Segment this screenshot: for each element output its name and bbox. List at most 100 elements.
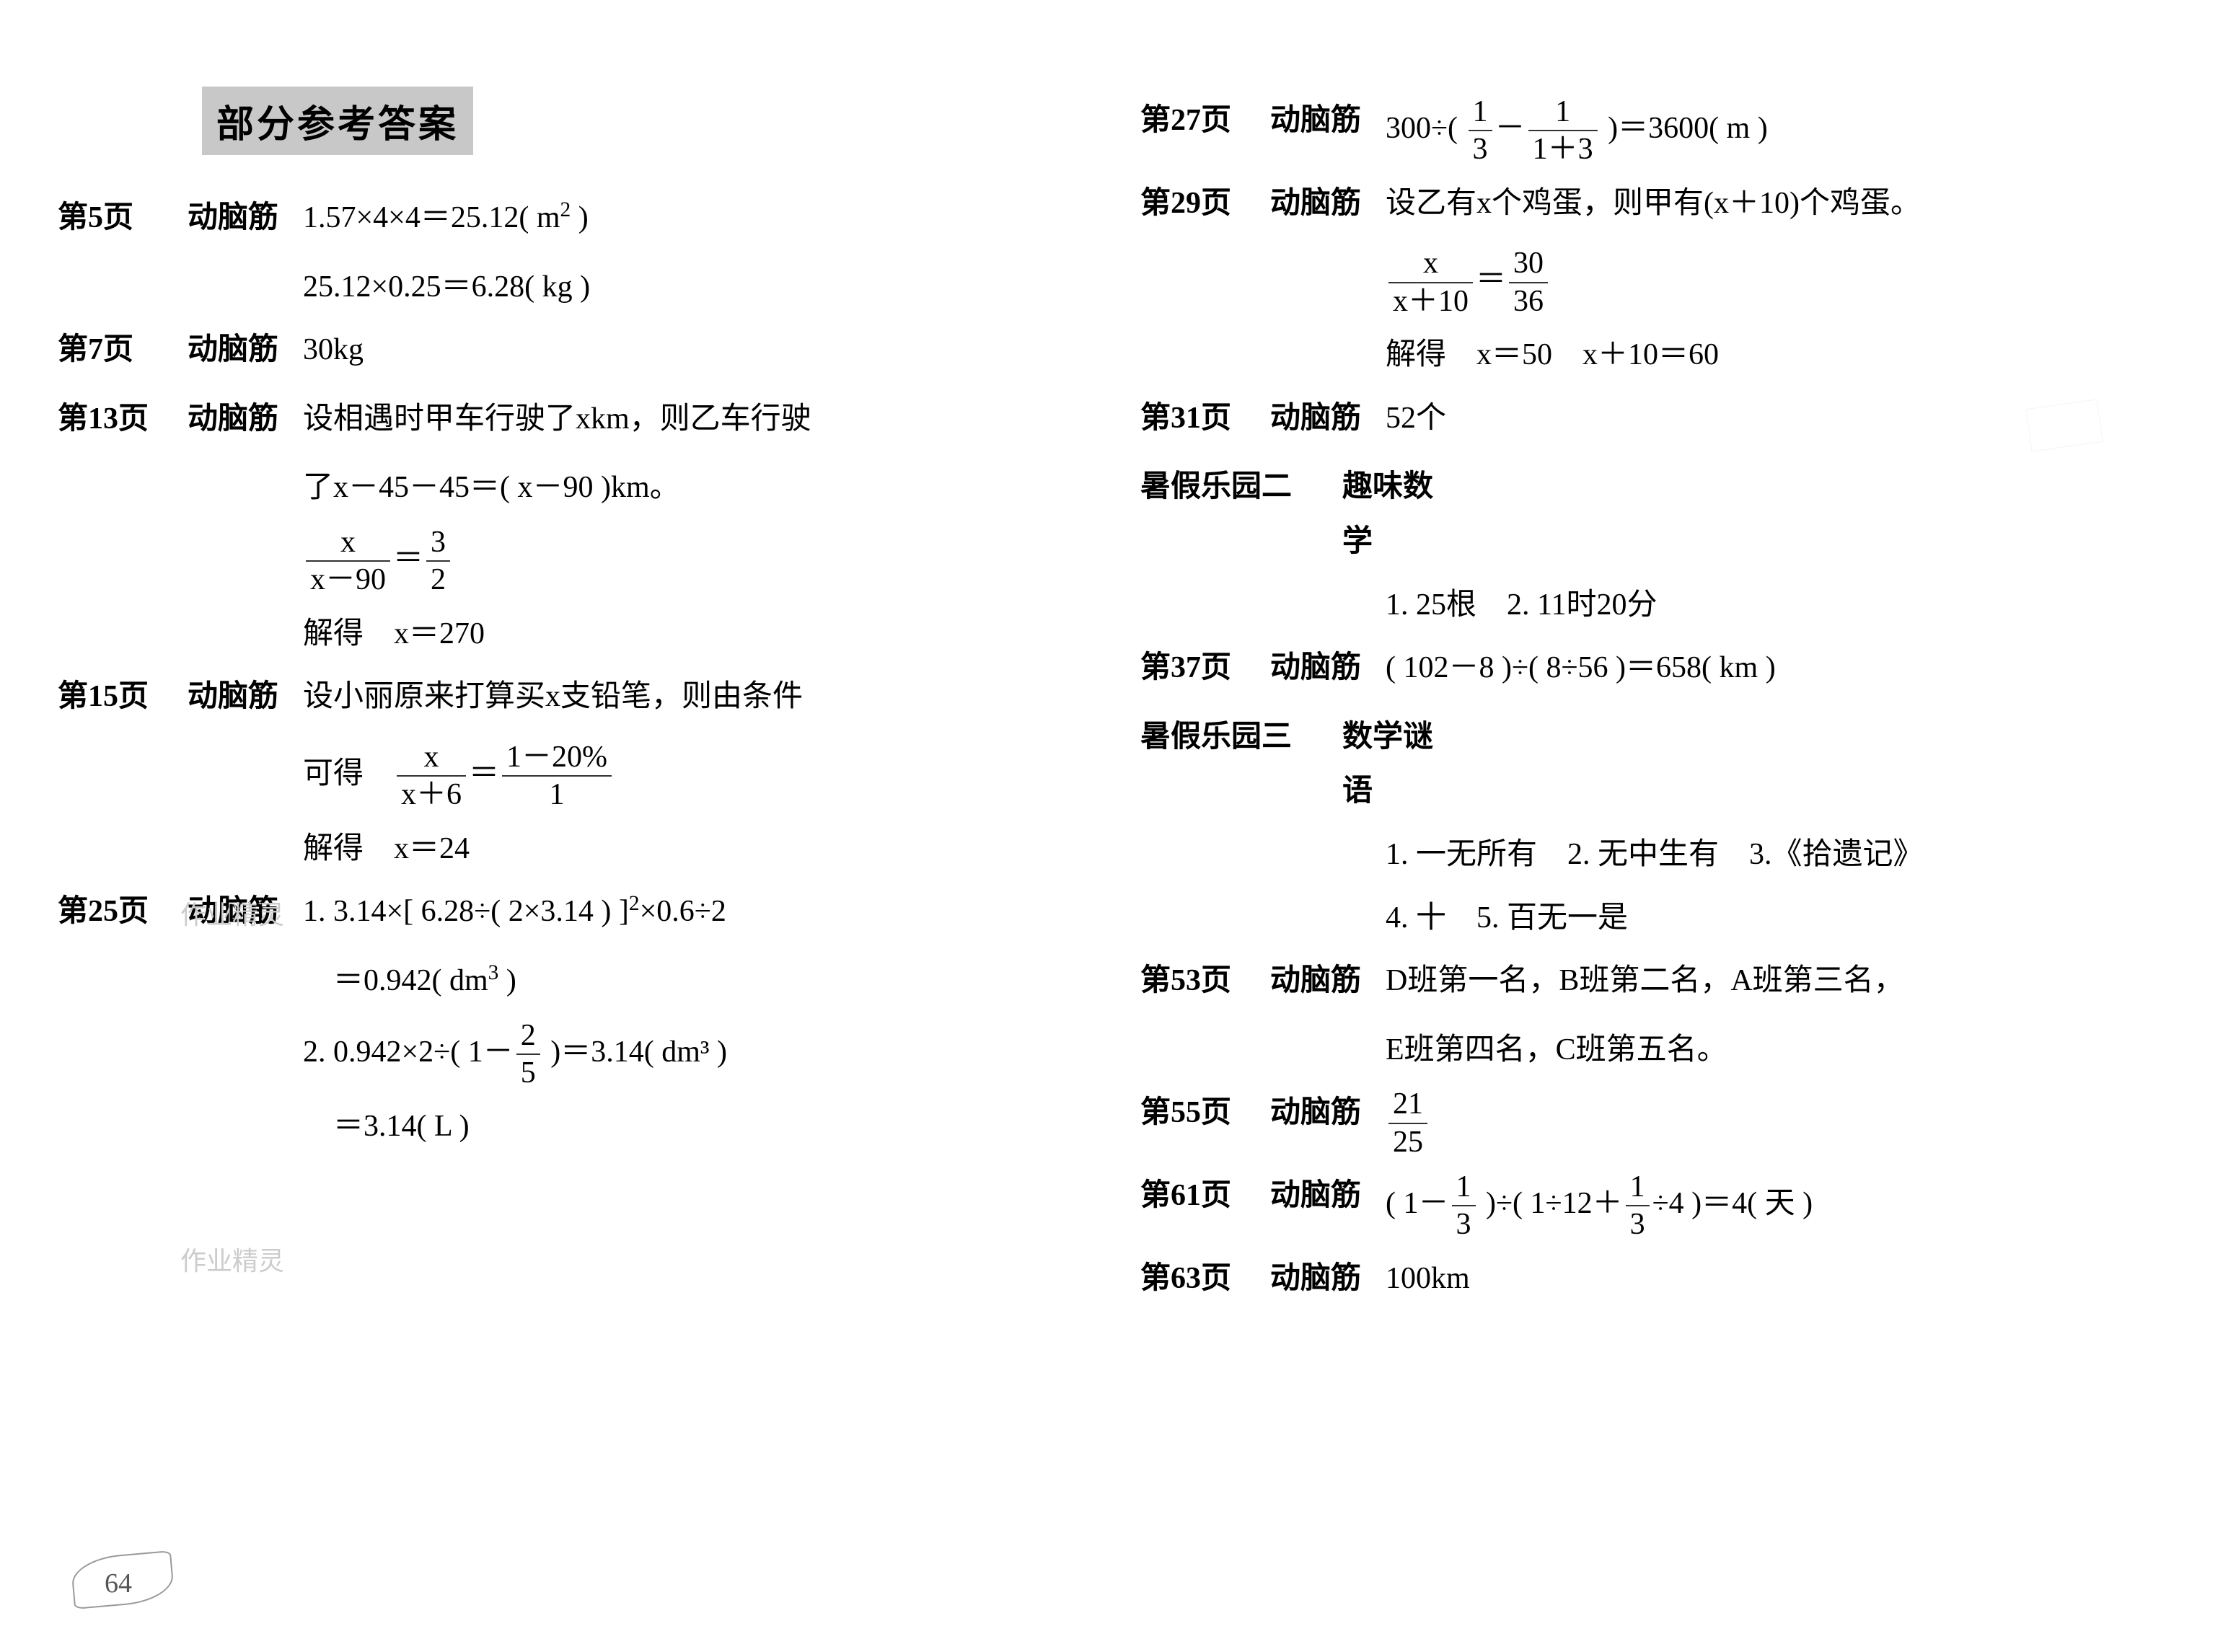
text-line: 设相遇时甲车行驶了xkm，则乙车行驶 (303, 392, 1083, 447)
answer-entry: 第37页动脑筋( 102－8 )÷( 8÷56 )＝658( km ) (1140, 641, 2165, 702)
text-line: 设乙有x个鸡蛋，则甲有(x＋10)个鸡蛋。 (1386, 177, 2165, 231)
section-label: 动脑筋 (188, 670, 303, 725)
fraction: 1－20%1 (502, 739, 612, 813)
text-line: 设小丽原来打算买x支铅笔，则由条件 (303, 670, 1083, 725)
page-number: 64 (105, 1568, 132, 1599)
answer-content (1458, 460, 2165, 466)
fraction-denominator: x＋6 (397, 777, 466, 813)
fraction-numerator: x (1388, 245, 1473, 283)
page-reference: 暑假乐园三 (1140, 710, 1342, 765)
section-label: 动脑筋 (1270, 954, 1386, 1009)
fraction-numerator: x (306, 524, 390, 562)
answer-content: 30kg (303, 323, 1083, 384)
watermark: 作业精灵 (180, 1240, 284, 1278)
watermark: 作业精灵 (180, 894, 284, 932)
section-label: 动脑筋 (1270, 1169, 1386, 1224)
fraction-denominator: 3 (1469, 131, 1492, 167)
answer-entry: 第55页动脑筋2125 (1140, 1086, 2165, 1160)
answer-continuation: xx－90＝32 (303, 524, 1083, 598)
answer-entry: 暑假乐园三数学谜语 (1140, 710, 2165, 819)
answer-continuation: xx＋10＝3036 (1386, 245, 2165, 319)
right-column: 第27页动脑筋300÷( 13－11＋3 )＝3600( m )第29页动脑筋设… (1140, 43, 2165, 1320)
answer-continuation: 1. 一无所有 2. 无中生有 3.《拾遗记》 (1386, 828, 2165, 883)
answer-continuation: 25.12×0.25＝6.28( kg ) (303, 260, 1083, 315)
text-line: 100km (1386, 1252, 2165, 1307)
section-label: 动脑筋 (188, 392, 303, 447)
fraction: 25 (516, 1017, 540, 1092)
answer-content: 100km (1386, 1252, 2165, 1312)
text-line: 解得 x＝24 (303, 822, 1083, 877)
page-reference: 第25页 (58, 885, 188, 940)
page-reference: 第31页 (1140, 392, 1270, 446)
answer-page: 部分参考答案 第5页动脑筋1.57×4×4＝25.12( m2 ) 25.12×0… (58, 43, 2165, 1320)
fraction-denominator: x＋10 (1388, 283, 1473, 319)
fraction: 13 (1626, 1169, 1650, 1243)
answer-continuation: ＝0.942( dm3 ) (303, 954, 1083, 1009)
answer-entry: 第5页动脑筋1.57×4×4＝25.12( m2 ) (58, 191, 1083, 252)
fraction-denominator: 3 (1452, 1206, 1476, 1242)
answer-continuation: ＝3.14( L ) (303, 1100, 1083, 1154)
fraction-numerator: 2 (516, 1017, 540, 1055)
section-label: 动脑筋 (1270, 641, 1386, 696)
text-line: D班第一名，B班第二名，A班第三名， (1386, 954, 2165, 1009)
fraction: xx＋6 (397, 739, 466, 813)
section-label: 数学谜语 (1342, 710, 1458, 819)
answer-entry: 第53页动脑筋D班第一名，B班第二名，A班第三名， (1140, 954, 2165, 1015)
fraction-numerator: 1－20% (502, 739, 612, 777)
answer-entry: 第27页动脑筋300÷( 13－11＋3 )＝3600( m ) (1140, 94, 2165, 168)
page-reference: 第15页 (58, 670, 188, 725)
fraction-denominator: 2 (426, 562, 450, 598)
fraction: xx－90 (306, 524, 390, 598)
answer-continuation: 4. 十 5. 百无一是 (1386, 891, 2165, 946)
text-line: ＝3.14( L ) (303, 1100, 1083, 1154)
answer-content: 1.57×4×4＝25.12( m2 ) (303, 191, 1083, 252)
fraction-numerator: 1 (1626, 1169, 1650, 1206)
answer-content: ( 102－8 )÷( 8÷56 )＝658( km ) (1386, 641, 2165, 702)
fraction: 13 (1452, 1169, 1476, 1243)
page-reference: 第7页 (58, 323, 188, 378)
page-reference: 第37页 (1140, 641, 1270, 696)
fraction-numerator: 1 (1528, 94, 1598, 131)
answer-entry: 第29页动脑筋设乙有x个鸡蛋，则甲有(x＋10)个鸡蛋。 (1140, 177, 2165, 237)
fraction-denominator: x－90 (306, 562, 390, 598)
answer-continuation: E班第四名，C班第五名。 (1386, 1023, 2165, 1078)
section-label: 动脑筋 (188, 323, 303, 378)
page-reference: 第53页 (1140, 954, 1270, 1009)
answer-content: 设乙有x个鸡蛋，则甲有(x＋10)个鸡蛋。 (1386, 177, 2165, 237)
answer-continuation: 解得 x＝50 x＋10＝60 (1386, 328, 2165, 383)
fraction-denominator: 1 (502, 777, 612, 813)
text-line: 解得 x＝50 x＋10＝60 (1386, 328, 2165, 383)
text-line: 1. 一无所有 2. 无中生有 3.《拾遗记》 (1386, 828, 2165, 883)
text-line: 25.12×0.25＝6.28( kg ) (303, 260, 1083, 315)
answer-continuation: 1. 25根 2. 11时20分 (1386, 578, 2165, 633)
fraction: 3036 (1509, 245, 1548, 319)
fraction-numerator: 1 (1469, 94, 1492, 131)
fraction-numerator: x (397, 739, 466, 777)
fraction-denominator: 3 (1626, 1206, 1650, 1242)
section-label: 动脑筋 (1270, 177, 1386, 231)
page-reference: 第55页 (1140, 1086, 1270, 1141)
answer-entry: 第13页动脑筋设相遇时甲车行驶了xkm，则乙车行驶 (58, 392, 1083, 453)
fraction-numerator: 30 (1509, 245, 1548, 283)
page-reference: 第13页 (58, 392, 188, 447)
page-reference: 第29页 (1140, 177, 1270, 231)
answer-content: D班第一名，B班第二名，A班第三名， (1386, 954, 2165, 1015)
answer-entry: 第31页动脑筋52个 (1140, 392, 2165, 452)
leaf-icon: 64 (72, 1555, 173, 1605)
answer-content: 1. 3.14×[ 6.28÷( 2×3.14 ) ]2×0.6÷2 (303, 885, 1083, 945)
page-number-box: 64 (72, 1555, 173, 1609)
fraction-numerator: 1 (1452, 1169, 1476, 1206)
text-line: ( 102－8 )÷( 8÷56 )＝658( km ) (1386, 641, 2165, 696)
answer-content: 设小丽原来打算买x支铅笔，则由条件 (303, 670, 1083, 730)
text-line: ＝0.942( dm3 ) (303, 954, 1083, 1009)
section-label: 动脑筋 (1270, 1086, 1386, 1141)
fraction: 13 (1469, 94, 1492, 168)
section-label: 动脑筋 (1270, 1252, 1386, 1307)
page-reference: 第27页 (1140, 94, 1270, 149)
fraction-denominator: 5 (516, 1055, 540, 1091)
answer-continuation: 解得 x＝24 (303, 822, 1083, 877)
fraction-numerator: 21 (1388, 1086, 1427, 1123)
text-line: 解得 x＝270 (303, 607, 1083, 662)
title-box: 部分参考答案 (202, 87, 473, 155)
fraction-denominator: 36 (1509, 283, 1548, 319)
